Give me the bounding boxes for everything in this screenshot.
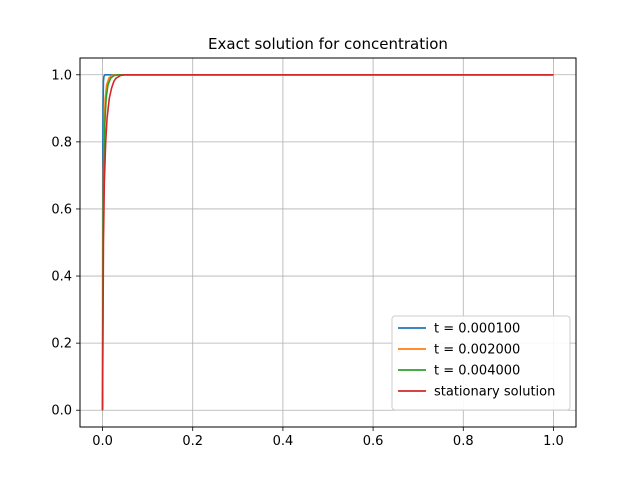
legend: t = 0.000100 t = 0.002000 t = 0.004000 stat…: [391, 315, 571, 411]
y-tick-label: 0.2: [51, 337, 72, 352]
x-tick-label: 0.0: [92, 434, 113, 449]
plot-frame: [79, 57, 577, 428]
axis-ticks: 0.0 0.2 0.4 0.6 0.8 1.0 0.0 0.2 0.4 0.6 0.8 1.0: [51, 68, 563, 449]
legend-entry-label: t = 0.002000: [434, 343, 520, 358]
y-tick-label: 0.6: [51, 202, 72, 217]
legend-entry-label: t = 0.004000: [434, 364, 520, 379]
y-tick-label: 0.4: [51, 270, 72, 285]
x-tick-label: 0.8: [453, 434, 474, 449]
y-tick-label: 0.0: [51, 404, 72, 419]
x-tick-label: 0.6: [363, 434, 384, 449]
legend-entry-label: stationary solution: [434, 385, 555, 400]
series-line-4: [101, 73, 554, 411]
x-tick-label: 0.2: [182, 434, 203, 449]
legend-entry-label: t = 0.000100: [434, 322, 520, 337]
grid: [80, 58, 576, 427]
legend-box: [391, 315, 571, 411]
series-lines: [101, 73, 554, 411]
x-tick-label: 0.4: [273, 434, 294, 449]
y-tick-label: 0.8: [51, 135, 72, 150]
y-tick-label: 1.0: [51, 68, 72, 83]
x-tick-label: 1.0: [543, 434, 564, 449]
chart-title: Exact solution for concentration: [208, 35, 448, 53]
series-line-1: [101, 73, 554, 411]
